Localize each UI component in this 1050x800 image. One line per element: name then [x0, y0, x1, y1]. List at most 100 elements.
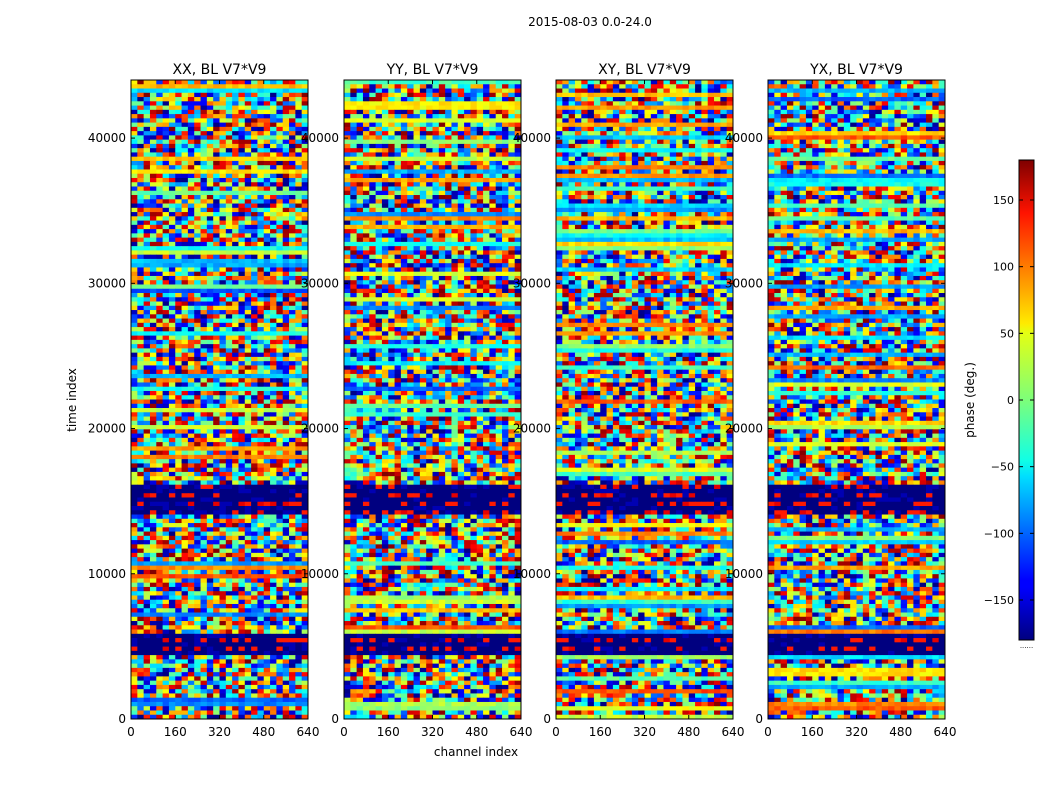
- heatmap-cell: [244, 352, 252, 358]
- heatmap-cell: [276, 220, 284, 226]
- heatmap-cell: [251, 523, 258, 528]
- heatmap-cell: [175, 684, 182, 690]
- heatmap-cell: [162, 408, 170, 413]
- heatmap-cell: [232, 399, 239, 405]
- heatmap-cell: [276, 497, 284, 503]
- heatmap-cell: [464, 182, 471, 187]
- heatmap-cell: [295, 506, 303, 511]
- heatmap-cell: [356, 97, 364, 102]
- figure-title: 2015-08-03 0.0-24.0: [528, 15, 652, 29]
- heatmap-cell: [187, 280, 195, 285]
- heatmap-cell: [238, 267, 246, 273]
- heatmap-cell: [483, 182, 490, 187]
- heatmap-cell: [257, 203, 265, 209]
- heatmap-cell: [276, 569, 284, 575]
- heatmap-cell: [238, 442, 246, 447]
- heatmap-cell: [213, 365, 220, 371]
- heatmap-cell: [257, 565, 265, 571]
- heatmap-cell: [282, 446, 290, 452]
- heatmap-cell: [131, 629, 138, 635]
- heatmap-cell: [200, 122, 208, 128]
- heatmap-cell: [162, 506, 170, 511]
- heatmap-cell: [470, 109, 478, 115]
- heatmap-cell: [375, 139, 383, 145]
- heatmap-cell: [244, 186, 252, 192]
- heatmap-cell: [200, 672, 208, 677]
- heatmap-cell: [464, 80, 471, 85]
- heatmap-cell: [344, 126, 351, 132]
- heatmap-cell: [194, 557, 201, 562]
- heatmap-cell: [350, 173, 358, 179]
- heatmap-cell: [369, 156, 377, 162]
- heatmap-cell: [289, 361, 296, 366]
- heatmap-cell: [232, 254, 239, 260]
- heatmap-cell: [225, 642, 233, 647]
- heatmap-cell: [162, 497, 170, 503]
- heatmap-cell: [213, 582, 220, 588]
- heatmap-cell: [344, 122, 351, 128]
- heatmap-cell: [156, 446, 164, 452]
- heatmap-cell: [206, 310, 214, 315]
- heatmap-cell: [388, 101, 395, 106]
- heatmap-cell: [413, 122, 421, 128]
- heatmap-cell: [156, 390, 164, 396]
- heatmap-cell: [232, 629, 239, 635]
- heatmap-cell: [225, 190, 233, 196]
- heatmap-cell: [181, 148, 189, 153]
- heatmap-cell: [149, 420, 157, 426]
- heatmap-cell: [162, 118, 170, 123]
- heatmap-cell: [143, 92, 151, 98]
- heatmap-cell: [168, 420, 176, 426]
- heatmap-cell: [295, 152, 303, 158]
- heatmap-cell: [232, 275, 239, 281]
- heatmap-cell: [175, 352, 182, 358]
- heatmap-cell: [251, 301, 258, 307]
- heatmap-cell: [156, 88, 164, 94]
- heatmap-cell: [232, 139, 239, 145]
- heatmap-cell: [194, 224, 201, 230]
- heatmap-cell: [282, 293, 290, 298]
- heatmap-cell: [282, 186, 290, 192]
- heatmap-cell: [263, 101, 271, 106]
- heatmap-cell: [476, 101, 484, 106]
- heatmap-cell: [413, 173, 421, 179]
- heatmap-cell: [238, 301, 246, 307]
- heatmap-cell: [244, 591, 252, 596]
- heatmap-cell: [289, 310, 296, 315]
- heatmap-cell: [270, 284, 277, 290]
- heatmap-cell: [251, 169, 258, 175]
- heatmap-cell: [419, 152, 427, 158]
- heatmap-cell: [131, 582, 138, 588]
- heatmap-cell: [289, 433, 296, 439]
- heatmap-cell: [137, 689, 145, 694]
- heatmap-cell: [156, 216, 164, 221]
- heatmap-cell: [238, 229, 246, 234]
- heatmap-cell: [225, 160, 233, 166]
- heatmap-cell: [276, 199, 284, 204]
- heatmap-cell: [232, 361, 239, 366]
- heatmap-cell: [194, 629, 201, 635]
- heatmap-cell: [206, 454, 214, 460]
- heatmap-cell: [238, 450, 246, 456]
- heatmap-cell: [143, 544, 151, 549]
- heatmap-cell: [143, 280, 151, 285]
- heatmap-cell: [225, 344, 233, 349]
- heatmap-cell: [200, 382, 208, 388]
- heatmap-cell: [187, 684, 195, 690]
- heatmap-cell: [251, 131, 258, 136]
- heatmap-cell: [244, 250, 252, 256]
- heatmap-cell: [175, 714, 182, 720]
- heatmap-cell: [457, 160, 465, 166]
- heatmap-cell: [238, 131, 246, 136]
- heatmap-cell: [156, 186, 164, 192]
- heatmap-cell: [244, 531, 252, 537]
- heatmap-cell: [276, 633, 284, 639]
- heatmap-cell: [149, 497, 157, 503]
- heatmap-cell: [143, 697, 151, 703]
- heatmap-cell: [344, 195, 351, 200]
- heatmap-cell: [200, 714, 208, 720]
- heatmap-cell: [219, 527, 227, 532]
- heatmap-cell: [276, 523, 284, 528]
- heatmap-cell: [194, 280, 201, 285]
- heatmap-cell: [168, 429, 176, 434]
